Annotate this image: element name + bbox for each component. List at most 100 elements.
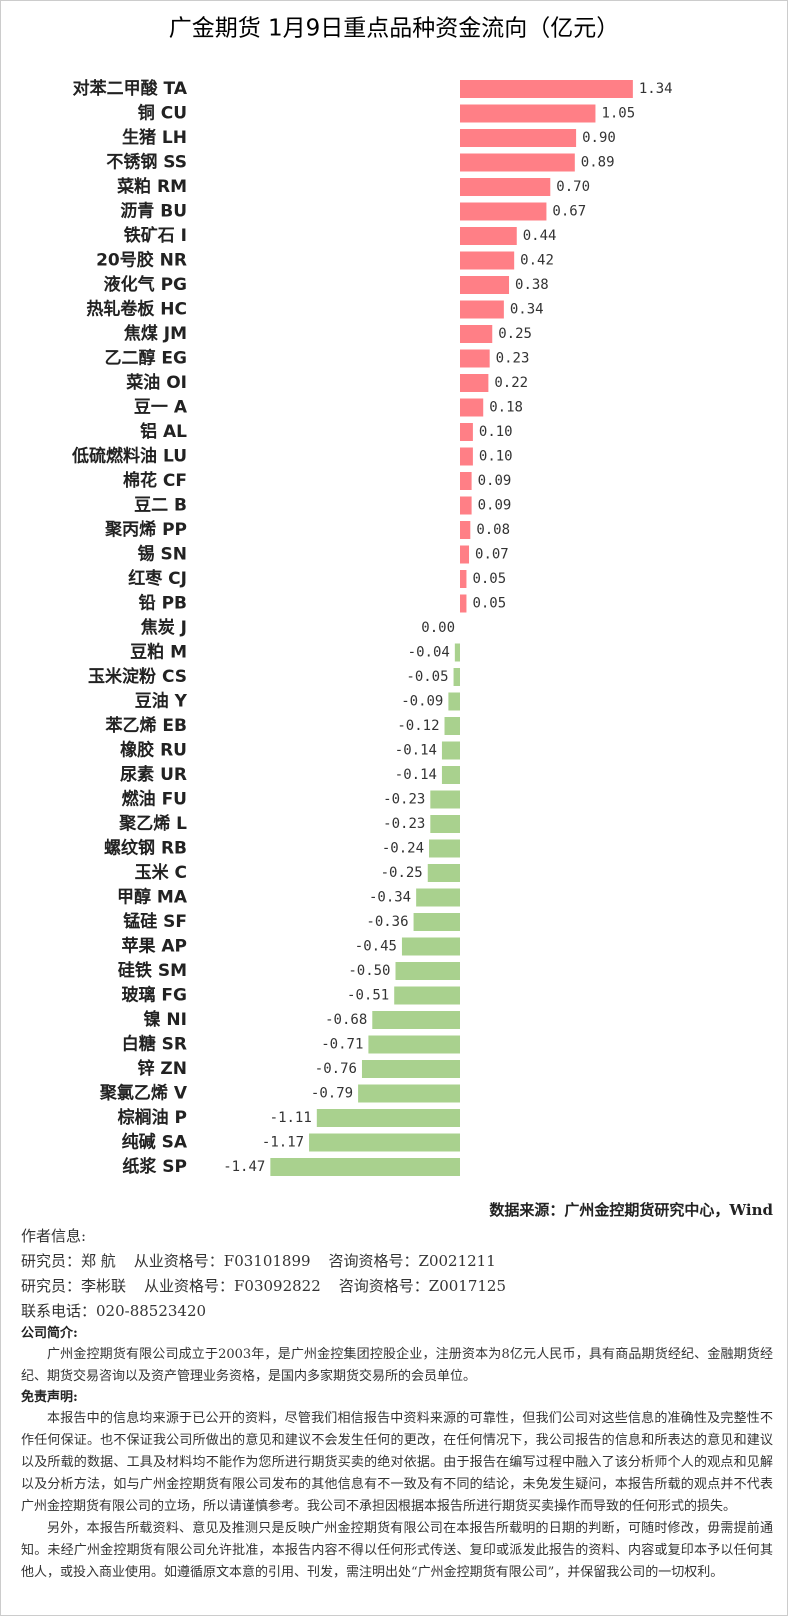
researcher-row: 研究员：李彬联 从业资格号：F03092822 咨询资格号：Z0017125 [21, 1274, 773, 1299]
bar [460, 129, 577, 147]
category-label: 不锈钢 SS [106, 152, 187, 173]
bar [460, 227, 517, 245]
category-label: 沥青 BU [120, 201, 187, 222]
category-label: 甲醇 MA [117, 887, 188, 908]
researcher-row: 研究员：郑 航从业资格号：F03101899 咨询资格号：Z0021211 [21, 1249, 773, 1274]
value-label: -0.71 [321, 1037, 363, 1053]
category-label: 豆粕 M [130, 642, 187, 663]
category-label: 菜油 OI [125, 372, 187, 393]
category-label: 苯乙烯 EB [105, 715, 188, 736]
bar [460, 202, 547, 221]
category-label: 红枣 CJ [128, 568, 187, 589]
category-label: 聚丙烯 PP [104, 519, 187, 540]
category-label: 纸浆 SP [122, 1156, 187, 1177]
disclaimer: 本报告中的信息均来源于已公开的资料，尽管我们相信报告中资料来源的可靠性，但我们公… [21, 1408, 773, 1584]
disclaimer-paragraph: 本报告中的信息均来源于已公开的资料，尽管我们相信报告中资料来源的可靠性，但我们公… [21, 1411, 773, 1514]
bar [361, 1060, 460, 1078]
value-label: 0.10 [479, 449, 513, 465]
bar [460, 594, 467, 613]
value-label: -0.45 [355, 939, 397, 955]
value-label: -0.24 [382, 841, 424, 857]
value-label: 1.05 [601, 106, 635, 122]
value-label: 0.18 [489, 400, 523, 416]
bar [316, 1109, 460, 1127]
bar [460, 472, 472, 490]
value-label: -0.14 [395, 743, 437, 759]
bar [416, 888, 460, 907]
value-label: -0.36 [366, 914, 408, 930]
category-label: 铝 AL [140, 421, 187, 442]
category-label: 液化气 PG [104, 274, 187, 295]
bar [460, 153, 575, 172]
value-label: -0.34 [369, 890, 411, 906]
bar [460, 398, 484, 417]
value-label: 0.08 [476, 522, 510, 538]
bar [441, 766, 460, 784]
value-label: 0.09 [478, 473, 512, 489]
category-label: 玻璃 FG [122, 985, 188, 1006]
researcher-field: 咨询资格号：Z0017125 [338, 1277, 507, 1295]
value-label: 0.67 [552, 204, 586, 220]
bar [394, 986, 460, 1005]
bar [427, 864, 460, 882]
value-label: -0.14 [395, 767, 437, 783]
value-label: -1.47 [223, 1159, 265, 1175]
category-label: 棕榈油 P [118, 1107, 187, 1128]
value-label: 0.23 [496, 351, 530, 367]
bar [448, 692, 460, 711]
category-label: 锌 ZN [138, 1058, 187, 1079]
bar [429, 839, 460, 858]
value-label: 0.09 [478, 498, 512, 514]
value-label: -0.68 [325, 1012, 367, 1028]
value-label: 0.07 [475, 547, 509, 563]
disclaimer-paragraph: 另外，本报告所载资料、意见及推测只是反映广州金控期货有限公司在本报告所载明的日期… [21, 1521, 773, 1580]
bar [270, 1158, 460, 1176]
footer: 数据来源：广州金控期货研究中心，Wind 作者信息: 研究员：郑 航从业资格号：… [21, 1199, 773, 1584]
category-label: 铁矿石 I [124, 225, 187, 246]
bar [460, 545, 470, 564]
company-heading: 公司简介: [21, 1326, 78, 1341]
category-label: 锡 SN [138, 544, 187, 565]
category-label: 乙二醇 EG [105, 348, 188, 369]
value-label: 0.10 [479, 424, 513, 440]
bar [460, 447, 473, 466]
value-label: -0.79 [311, 1086, 353, 1102]
company: 广州金控期货有限公司成立于2003年，是广州金控集团控股企业，注册资本为8亿元人… [21, 1347, 773, 1384]
category-label: 玉米淀粉 CS [88, 666, 187, 687]
bar [430, 815, 460, 833]
value-label: -0.23 [383, 816, 425, 832]
value-label: -0.76 [315, 1061, 357, 1077]
bar [460, 178, 551, 196]
bar [460, 104, 596, 123]
category-label: 低硫燃料油 LU [71, 446, 187, 467]
category-label: 生猪 LH [122, 127, 187, 148]
source: 数据来源：广州金控期货研究中心，Wind [489, 1201, 773, 1219]
value-label: -0.51 [347, 988, 389, 1004]
value-label: 0.90 [582, 130, 616, 146]
value-label: -0.50 [348, 963, 390, 979]
bar [460, 496, 472, 515]
category-label: 棉花 CF [123, 470, 187, 491]
value-label: -0.12 [397, 718, 439, 734]
category-label: 燃油 FU [122, 789, 187, 810]
category-label: 硅铁 SM [118, 960, 187, 981]
value-label: -0.05 [406, 669, 448, 685]
category-label: 豆二 B [134, 496, 187, 516]
bar [453, 668, 460, 686]
bar [395, 962, 460, 980]
category-label: 热轧卷板 HC [86, 299, 187, 320]
bar [460, 300, 504, 319]
value-label: -0.09 [401, 694, 443, 710]
value-label: 0.34 [510, 302, 544, 318]
researcher-field: 研究员：李彬联 [21, 1277, 127, 1295]
bar [460, 276, 510, 294]
category-label: 豆一 A [134, 398, 188, 418]
category-label: 尿素 UR [120, 765, 187, 785]
value-label: -1.11 [270, 1110, 312, 1126]
category-label: 白糖 SR [122, 1034, 187, 1055]
value-label: 0.00 [421, 620, 455, 636]
bar [441, 741, 460, 760]
bar [460, 570, 467, 588]
category-label: 铜 CU [138, 103, 187, 124]
bar [454, 643, 460, 662]
